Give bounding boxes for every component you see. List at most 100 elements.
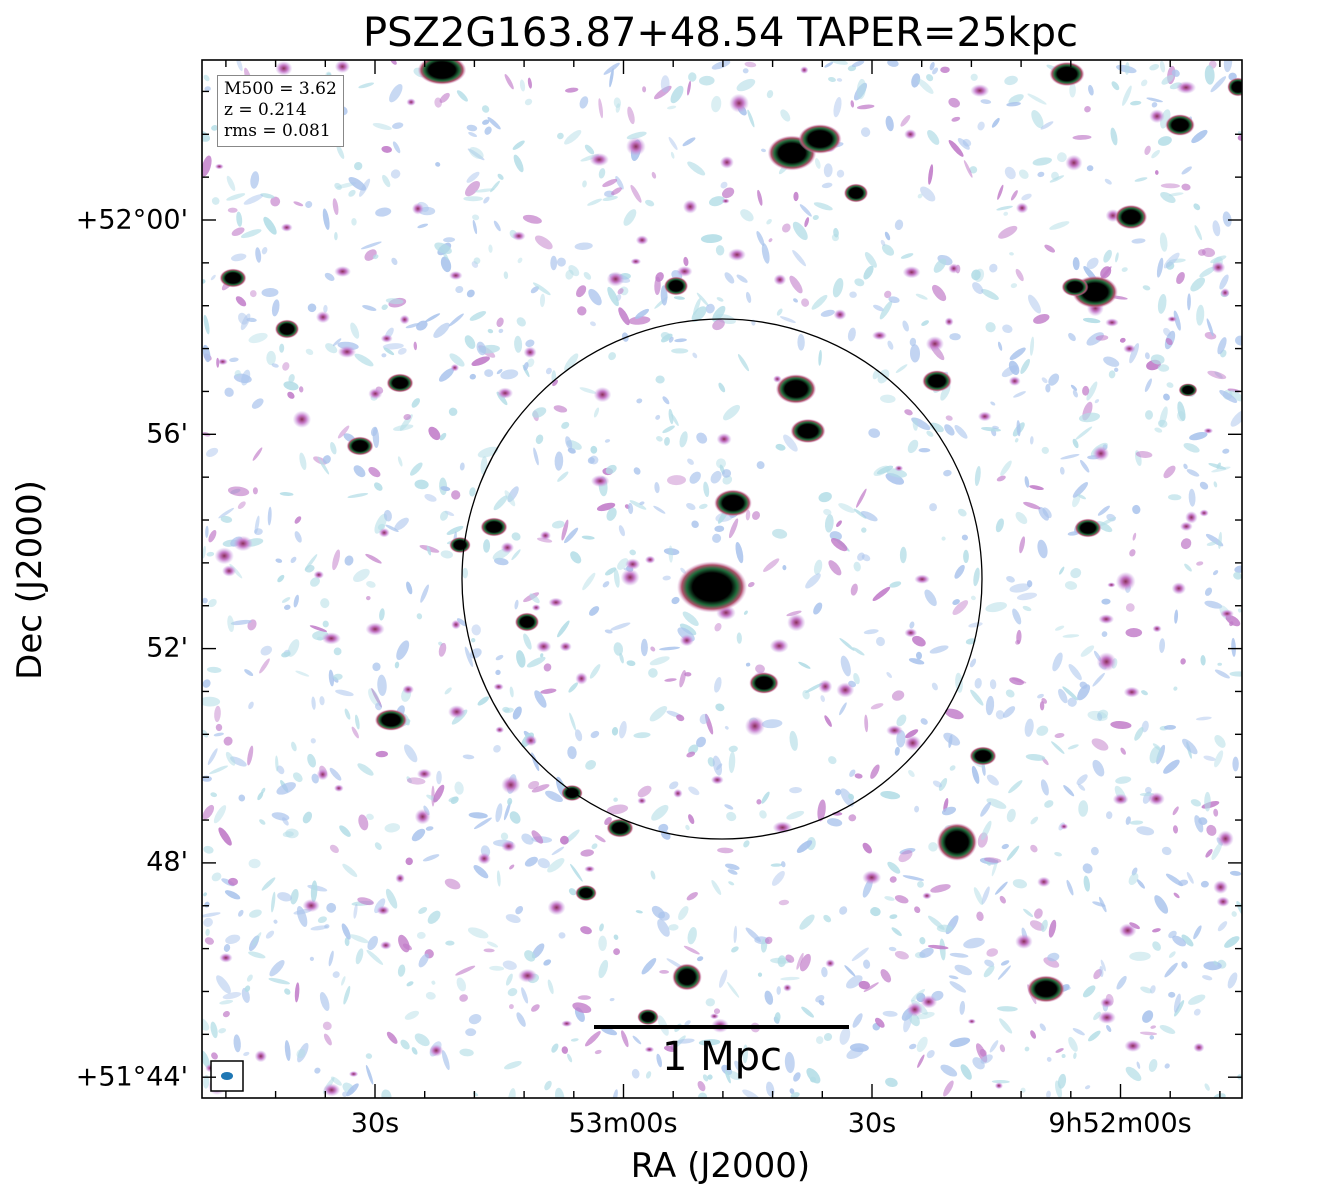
noise-blob [641,957,657,975]
noise-blob [284,988,291,995]
noise-blob [1015,511,1028,525]
noise-blob [531,943,545,959]
noise-blob [374,513,388,534]
noise-blob [250,171,260,189]
noise-blob [756,230,765,247]
noise-blob [899,546,907,564]
noise-blob [679,670,686,688]
noise-blob [507,797,513,806]
noise-blob [605,464,617,475]
redshift-text: z = 0.214 [224,100,307,120]
noise-blob [291,741,297,752]
noise-blob [441,1050,450,1071]
noise-peak [1065,154,1083,171]
noise-blob [1205,848,1213,858]
noise-blob [539,293,546,308]
noise-blob [989,1040,999,1053]
noise-blob [210,792,218,798]
radio-source [672,963,702,991]
noise-blob [655,414,661,420]
noise-peak [1217,830,1234,847]
noise-blob [433,322,450,338]
noise-blob [240,229,262,239]
noise-blob [339,825,351,837]
noise-blob [840,655,851,677]
noise-blob [495,654,504,661]
noise-blob [774,1012,781,1024]
noise-blob [547,858,565,873]
noise-blob [850,100,855,108]
noise-blob [443,237,456,243]
noise-peak [1118,923,1137,938]
noise-blob [673,296,685,300]
noise-blob [372,254,379,260]
noise-blob [254,515,260,534]
noise-blob [426,545,432,556]
noise-blob [285,828,299,839]
noise-blob [1141,690,1148,696]
noise-blob [736,632,742,644]
noise-blob [580,849,594,857]
noise-blob [456,90,468,102]
noise-peak [451,619,461,630]
noise-blob [1037,171,1045,178]
noise-blob [949,952,969,958]
noise-blob [398,934,410,953]
noise-blob [776,986,781,995]
noise-blob [885,115,894,132]
noise-blob [963,937,985,949]
noise-blob [874,1017,885,1028]
noise-blob [583,272,592,280]
noise-blob [888,296,900,304]
noise-blob [1115,252,1119,263]
noise-peak [280,223,293,232]
noise-blob [844,965,856,977]
noise-peak [536,640,552,653]
noise-blob [368,467,381,478]
noise-blob [873,465,890,477]
noise-blob [365,1065,374,1085]
noise-blob [477,696,490,706]
noise-blob [351,726,359,739]
noise-blob [1196,716,1212,721]
noise-blob [1166,382,1174,388]
noise-blob [766,218,772,225]
noise-blob [590,321,596,327]
noise-blob [1204,600,1223,609]
noise-blob [836,169,845,178]
noise-blob [1006,576,1015,583]
noise-blob [366,581,376,588]
noise-blob [439,510,449,521]
noise-blob [1214,734,1226,748]
noise-blob [1124,62,1130,75]
noise-blob [211,125,219,131]
noise-blob [606,507,617,521]
noise-blob [397,964,406,977]
noise-peak [380,941,392,950]
noise-blob [1072,438,1079,449]
noise-blob [943,797,949,813]
noise-blob [521,987,529,1004]
noise-blob [1210,76,1227,93]
noise-peak [1124,1039,1142,1052]
noise-blob [1217,337,1227,355]
noise-blob [731,946,739,953]
noise-blob [1025,753,1046,761]
noise-blob [824,61,834,68]
noise-blob [799,914,815,930]
noise-blob [496,317,504,328]
noise-blob [748,582,755,588]
noise-blob [406,981,414,987]
noise-blob [671,348,689,354]
noise-blob [1145,410,1153,420]
noise-blob [1059,466,1065,475]
noise-blob [688,744,699,755]
noise-blob [884,896,895,901]
noise-blob [752,511,760,520]
noise-blob [611,727,619,736]
noise-blob [1061,1054,1066,1058]
noise-blob [294,982,300,1003]
noise-blob [1037,693,1044,699]
noise-peak [948,263,960,274]
noise-blob [1024,718,1034,737]
